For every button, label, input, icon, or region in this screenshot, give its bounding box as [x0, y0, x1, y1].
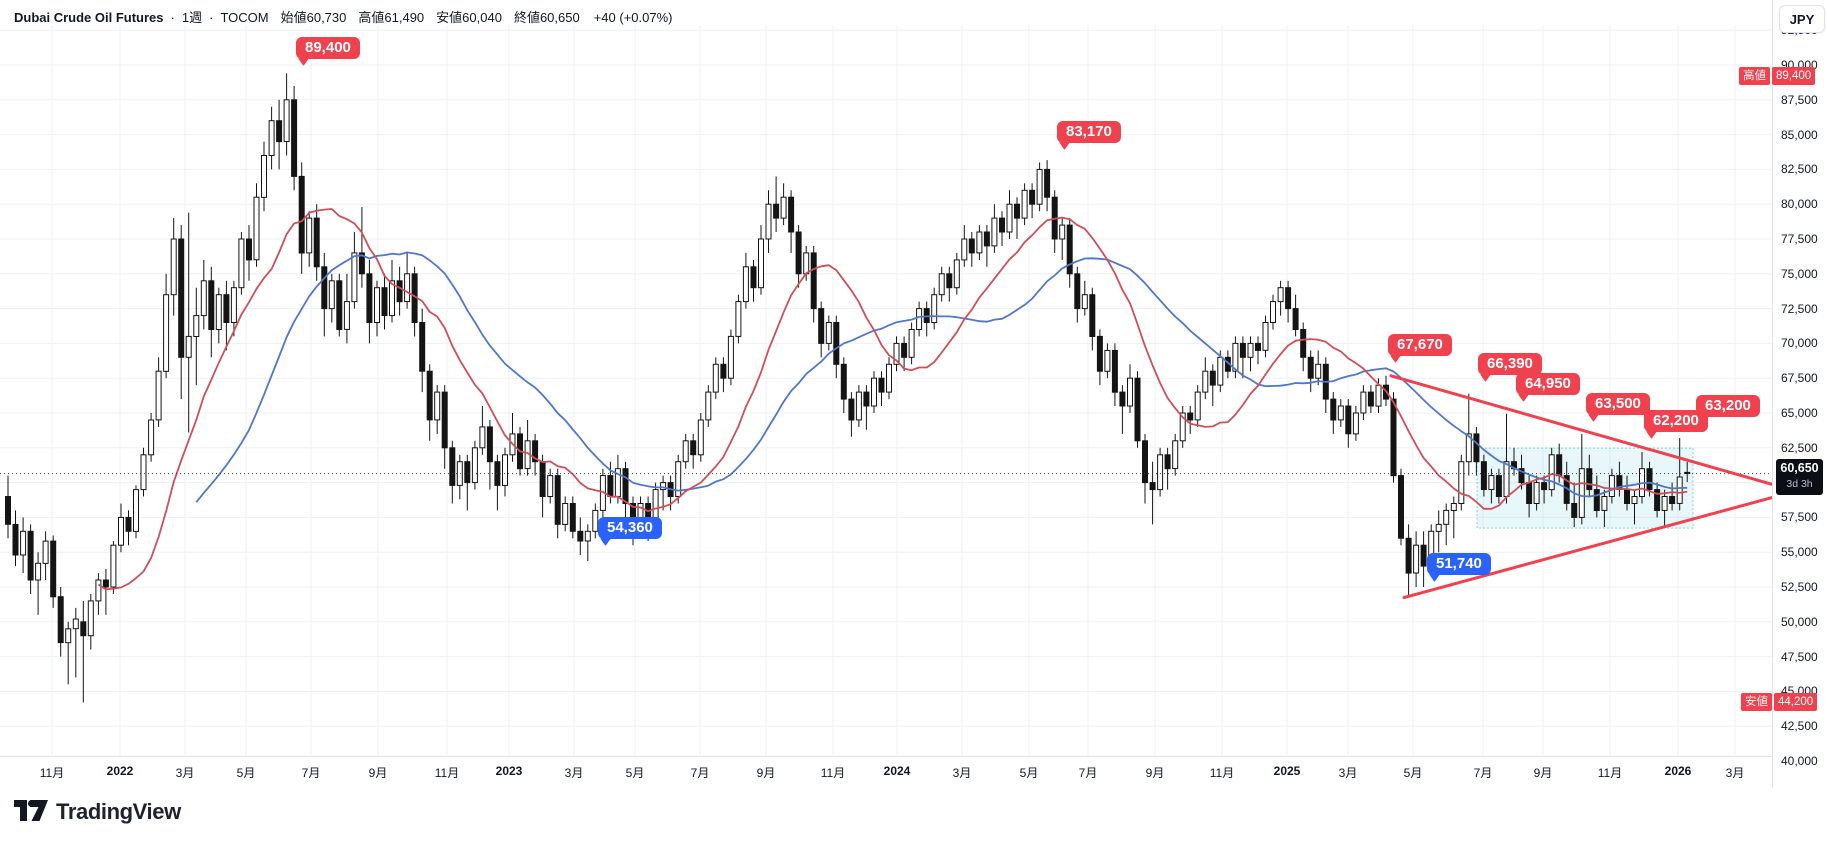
price-axis-label: 50,000: [1781, 615, 1818, 629]
time-axis-label: 9月: [1145, 766, 1165, 780]
price-callout-62200[interactable]: 62,200: [1644, 410, 1708, 432]
price-axis-label: 42,500: [1781, 719, 1818, 733]
price-callout-64950[interactable]: 64,950: [1516, 373, 1580, 395]
price-axis-label: 82,500: [1781, 162, 1818, 176]
price-axis-label: 62,500: [1781, 441, 1818, 455]
time-axis-label: 7月: [301, 766, 321, 780]
currency-toggle-button[interactable]: JPY: [1779, 5, 1825, 33]
ohlc-fields: 始値60,730 高値61,490 安値60,040 終値60,650: [281, 10, 592, 25]
time-axis-label: 3月: [952, 766, 972, 780]
ohlc-field-value: 60,650: [539, 10, 580, 25]
time-axis-label: 5月: [1019, 766, 1039, 780]
trendline-ascending-support[interactable]: [1402, 481, 1827, 600]
low-badge-label: 安値: [1741, 693, 1772, 711]
high-badge-label: 高値: [1739, 67, 1770, 85]
high-price-badge: 高値 89,400: [1739, 67, 1816, 85]
trendline-descending-resistance[interactable]: [1389, 374, 1827, 502]
time-axis-label: 2025: [1273, 764, 1301, 778]
time-axis-label: 3月: [175, 766, 195, 780]
time-axis-label: 3月: [564, 766, 584, 780]
sma-26-line[interactable]: [195, 251, 1688, 503]
price-callout-66390[interactable]: 66,390: [1478, 353, 1542, 375]
price-axis-label: 57,500: [1781, 510, 1818, 524]
time-axis-label: 2024: [883, 764, 911, 778]
time-axis-label: 5月: [236, 766, 256, 780]
time-axis-label: 3月: [1725, 766, 1745, 780]
price-callout-63500[interactable]: 63,500: [1586, 393, 1650, 415]
price-axis-label: 52,500: [1781, 580, 1818, 594]
time-axis-label: 11月: [820, 766, 846, 780]
time-axis-label: 7月: [690, 766, 710, 780]
price-axis-label: 72,500: [1781, 302, 1818, 316]
ohlc-field-label: 始値: [280, 10, 307, 25]
separator-dot: ·: [170, 10, 175, 25]
tradingview-logo-icon: [14, 799, 48, 821]
ohlc-field-value: 60,730: [306, 10, 347, 25]
time-axis-label: 11月: [1597, 766, 1623, 780]
price-callout-67670[interactable]: 67,670: [1388, 334, 1452, 356]
ohlc-field-label: 終値: [513, 10, 540, 25]
price-callout-83170[interactable]: 83,170: [1057, 121, 1121, 143]
separator-dot: ·: [209, 10, 214, 25]
sma-13-line[interactable]: [97, 208, 1688, 591]
symbol-header: Dubai Crude Oil Futures · 1週 · TOCOM 始値60,730…: [14, 7, 673, 26]
price-axis-label: 47,500: [1781, 650, 1818, 664]
time-axis-label: 2026: [1664, 764, 1692, 778]
change-value: +40 (+0.07%): [593, 10, 673, 25]
symbol-title[interactable]: Dubai Crude Oil Futures: [14, 10, 164, 25]
tradingview-logo-text: TradingView: [56, 799, 181, 824]
price-axis-label: 70,000: [1781, 336, 1818, 350]
time-axis-label: 11月: [434, 766, 460, 780]
time-axis-label: 11月: [39, 766, 65, 780]
bar-countdown: 3d 3h: [1786, 478, 1813, 490]
price-axis[interactable]: 92,50090,00087,50085,00082,50080,00077,5…: [1739, 0, 1827, 788]
current-price-value: 60,650: [1780, 461, 1819, 475]
price-axis-label: 85,000: [1781, 128, 1818, 142]
price-axis-label: 65,000: [1781, 406, 1818, 420]
low-badge-value: 44,200: [1774, 693, 1818, 711]
price-callout-54360[interactable]: 54,360: [598, 517, 662, 539]
price-axis-label: 55,000: [1781, 545, 1818, 559]
price-axis-label: 80,000: [1781, 197, 1818, 211]
time-axis-label: 11月: [1209, 766, 1235, 780]
ohlc-field-label: 安値: [436, 10, 463, 25]
time-axis-label: 3月: [1338, 766, 1358, 780]
time-axis-label: 2023: [495, 764, 523, 778]
ohlc-field-value: 61,490: [384, 10, 425, 25]
time-axis[interactable]: 11月 2022 3月 5月 7月 9月 11月 2023 3月 5月 7月 9月 11月 2024 3月 5…: [0, 756, 1827, 789]
price-axis-label: 77,500: [1781, 232, 1818, 246]
price-axis-label: 40,000: [1781, 754, 1818, 768]
time-axis-label: 7月: [1078, 766, 1098, 780]
tradingview-logo[interactable]: TradingView: [14, 799, 181, 825]
horizontal-gridlines: [0, 29, 1772, 727]
price-axis-label: 87,500: [1781, 93, 1818, 107]
time-axis-label: 5月: [625, 766, 645, 780]
low-price-badge: 安値 44,200: [1741, 693, 1818, 711]
price-axis-label: 75,000: [1781, 267, 1818, 281]
price-callout-89400[interactable]: 89,400: [296, 37, 360, 59]
time-axis-label: 9月: [1533, 766, 1553, 780]
time-axis-label: 2022: [106, 764, 134, 778]
exchange-label: TOCOM: [220, 10, 269, 25]
candlestick-series: [5, 73, 1691, 703]
current-price-badge: 60,650 3d 3h: [1776, 459, 1823, 495]
ohlc-field-value: 60,040: [462, 10, 502, 25]
time-axis-label: 9月: [368, 766, 388, 780]
time-axis-label: 9月: [756, 766, 776, 780]
ohlc-field-label: 高値: [358, 10, 385, 25]
price-callout-63200[interactable]: 63,200: [1696, 395, 1760, 417]
interval-label[interactable]: 1週: [181, 10, 203, 25]
time-axis-label: 5月: [1403, 766, 1423, 780]
vertical-gridlines: [51, 25, 1736, 755]
time-axis-label: 7月: [1473, 766, 1493, 780]
price-axis-label: 67,500: [1781, 371, 1818, 385]
price-callout-51740[interactable]: 51,740: [1427, 553, 1491, 575]
high-badge-value: 89,400: [1772, 67, 1816, 85]
